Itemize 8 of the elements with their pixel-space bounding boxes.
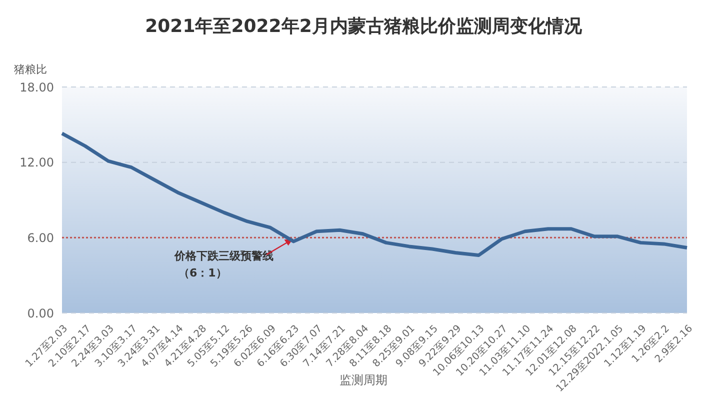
chart-title: 2021年至2022年2月内蒙古猪粮比价监测周变化情况 <box>144 15 583 38</box>
y-tick-label: 18.00 <box>20 80 54 94</box>
y-tick-label: 12.00 <box>20 156 54 170</box>
y-tick-label: 0.00 <box>27 306 54 320</box>
ref-line-label: 价格下跌三级预警线（6：1） <box>174 250 274 280</box>
y-tick-label: 6.00 <box>27 230 54 245</box>
y-axis-title: 猪粮比 <box>14 62 47 77</box>
x-axis-title: 监测周期 <box>340 373 388 387</box>
